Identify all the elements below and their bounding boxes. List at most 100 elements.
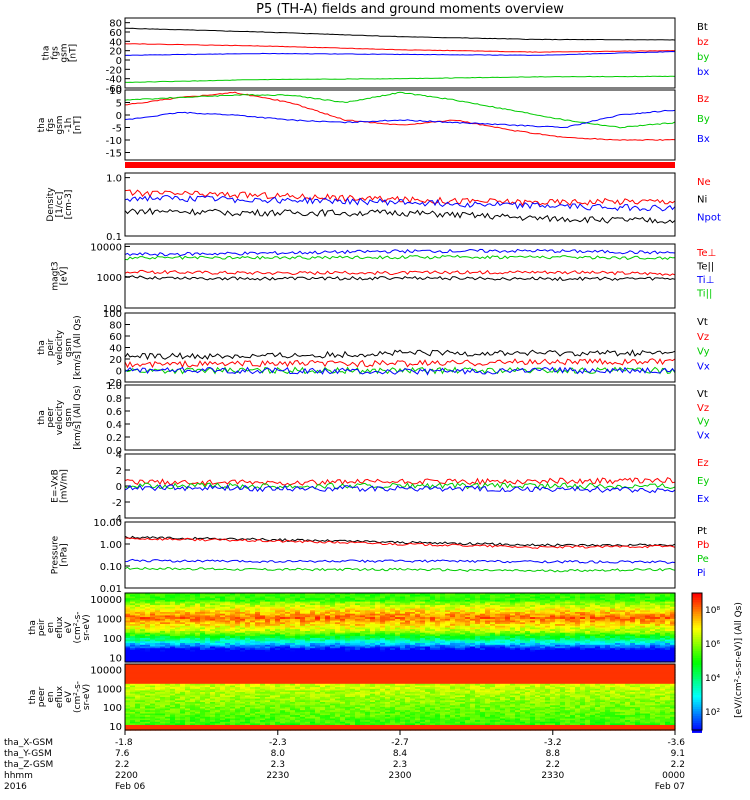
spectrogram-cell [565, 656, 571, 660]
spectrogram-cell [465, 655, 471, 658]
spectrogram-cell [320, 593, 326, 596]
spectrogram-cell [240, 622, 246, 625]
spectrogram-cell [365, 634, 371, 637]
spectrogram-cell [600, 625, 606, 629]
spectrogram-cell [295, 615, 301, 618]
spectrogram-cell [380, 641, 386, 644]
spectrogram-cell [330, 646, 336, 649]
spectrogram-cell [290, 606, 296, 610]
spectrogram-cell [625, 615, 631, 618]
spectrogram-cell [250, 603, 256, 606]
spectrogram-cell [475, 618, 481, 622]
y-axis-label: [km/s] (All Qs) [73, 385, 83, 449]
spectrogram-cell [565, 618, 571, 622]
spectrogram-cell [140, 629, 146, 632]
spectrogram-cell [380, 617, 386, 620]
spectrogram-cell [620, 620, 626, 623]
spectrogram-cell [655, 596, 661, 599]
spectrogram-cell [280, 629, 286, 632]
y-tick-label: 40 [109, 37, 122, 48]
spectrogram-cell [510, 627, 516, 630]
spectrogram-cell [555, 612, 561, 615]
spectrogram-cell [640, 629, 646, 632]
spectrogram-cell [465, 620, 471, 623]
spectrogram-cell [330, 620, 336, 623]
spectrogram-cell [295, 641, 301, 644]
spectrogram-cell [190, 618, 196, 622]
spectrogram-cell [500, 634, 506, 637]
spectrogram-cell [615, 612, 621, 615]
legend-label: bz [697, 37, 709, 48]
spectrogram-cell [140, 673, 146, 677]
spectrogram-cell [215, 613, 221, 616]
spectrogram-cell [490, 606, 496, 610]
spectrogram-cell [605, 612, 611, 615]
spectrogram-cell [320, 601, 326, 604]
spectrogram-cell [340, 651, 346, 654]
spectrogram-cell [140, 677, 146, 680]
spectrogram-cell [425, 610, 431, 613]
spectrogram-cell [415, 608, 421, 611]
spectrogram-cell [585, 641, 591, 644]
spectrogram-cell [215, 620, 221, 623]
spectrogram-cell [170, 682, 176, 685]
spectrogram-cell [295, 617, 301, 620]
spectrogram-cell [465, 613, 471, 616]
spectrogram-cell [450, 612, 456, 615]
spectrogram-cell [210, 593, 216, 596]
spectrogram-cell [270, 613, 276, 616]
spectrogram-cell [245, 613, 251, 616]
series-line-ne [124, 189, 676, 207]
spectrogram-cell [625, 649, 631, 653]
spectrogram-cell [445, 634, 451, 637]
spectrogram-cell [375, 639, 381, 642]
spectrogram-cell [130, 688, 136, 692]
spectrogram-cell [525, 598, 531, 601]
spectrogram-cell [670, 612, 676, 615]
spectrogram-cell [425, 637, 431, 641]
spectrogram-cell [170, 648, 176, 651]
spectrogram-cell [365, 599, 371, 603]
spectrogram-cell [525, 603, 531, 606]
spectrogram-cell [555, 649, 561, 653]
spectrogram-cell [350, 599, 356, 603]
spectrogram-cell [135, 601, 141, 604]
spectrogram-cell [165, 683, 171, 687]
spectrogram-cell [530, 646, 536, 649]
spectrogram-cell [560, 632, 566, 635]
spectrogram-cell [130, 711, 136, 715]
spectrogram-cell [505, 612, 511, 615]
spectrogram-cell [285, 627, 291, 630]
spectrogram-cell [295, 618, 301, 622]
spectrogram-cell [185, 655, 191, 658]
spectrogram-cell [370, 634, 376, 637]
spectrogram-cell [240, 603, 246, 606]
spectrogram-cell [525, 601, 531, 604]
spectrogram-cell [265, 627, 271, 630]
spectrogram-cell [130, 622, 136, 625]
spectrogram-cell [200, 627, 206, 630]
spectrogram-cell [235, 599, 241, 603]
y-tick-label: 5 [116, 99, 122, 110]
spectrogram-cell [390, 655, 396, 658]
spectrogram-cell [645, 632, 651, 635]
spectrogram-cell [485, 644, 491, 648]
spectrogram-cell [390, 625, 396, 629]
spectrogram-cell [225, 603, 231, 606]
spectrogram-cell [260, 649, 266, 653]
spectrogram-cell [175, 598, 181, 601]
spectrogram-cell [125, 605, 131, 608]
spectrogram-cell [615, 593, 621, 596]
spectrogram-cell [555, 596, 561, 599]
spectrogram-cell [465, 606, 471, 610]
spectrogram-cell [250, 637, 256, 641]
spectrogram-cell [200, 641, 206, 644]
spectrogram-cell [535, 601, 541, 604]
spectrogram-cell [215, 643, 221, 646]
spectrogram-cell [545, 636, 551, 639]
spectrogram-cell [595, 598, 601, 601]
spectrogram-cell [145, 631, 151, 634]
spectrogram-cell [480, 658, 486, 661]
spectrogram-cell [450, 608, 456, 611]
spectrogram-cell [215, 624, 221, 627]
